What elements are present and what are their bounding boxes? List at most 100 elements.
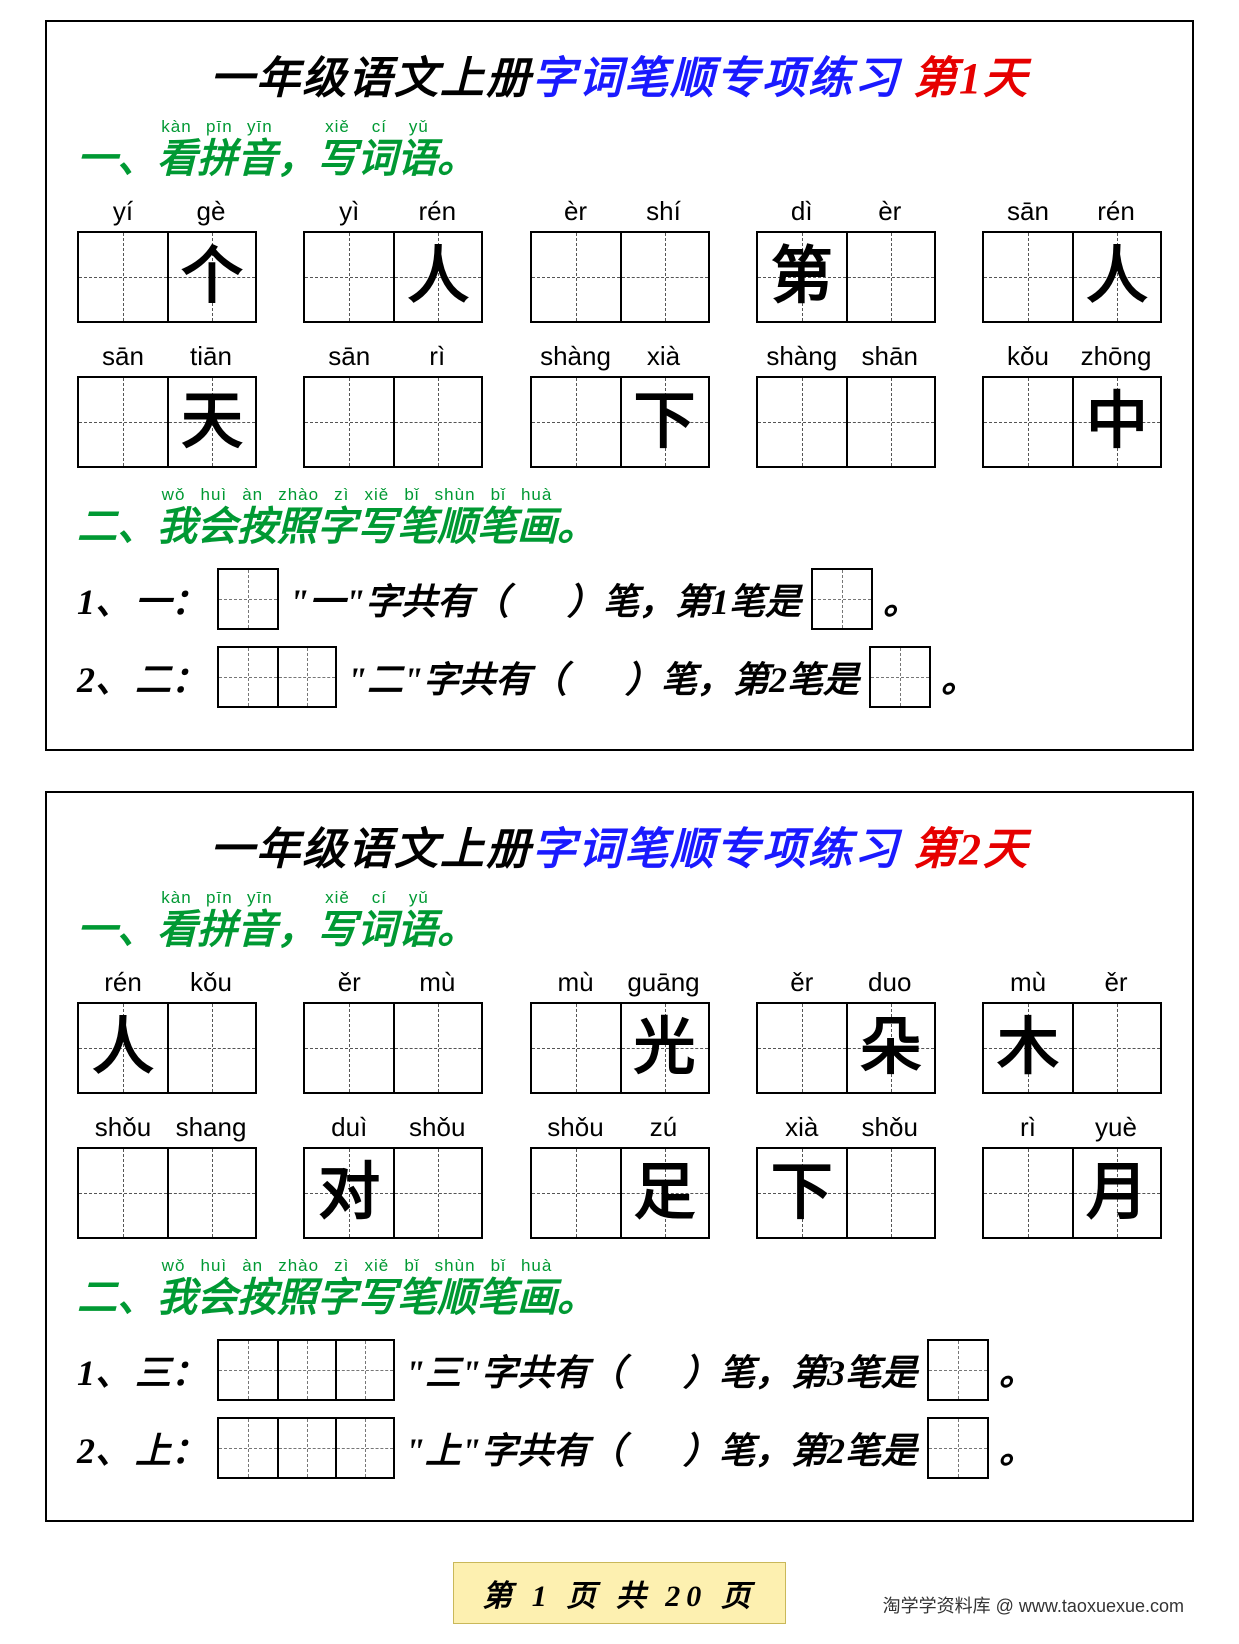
word-block: dìèr第 — [756, 196, 936, 323]
char-box: 光 — [620, 1004, 708, 1092]
char-box — [620, 233, 708, 321]
pinyin-row: dìèr — [758, 196, 934, 227]
pinyin-cell: shǒu — [846, 1112, 934, 1143]
pinyin-row: shǒuzú — [532, 1112, 708, 1143]
pinyin-cell: sān — [984, 196, 1072, 227]
char-box: 人 — [1072, 233, 1160, 321]
char-box: 下 — [620, 378, 708, 466]
char-boxes — [303, 1002, 483, 1094]
question-end: 。 — [999, 1344, 1035, 1396]
mini-char-box — [929, 1341, 987, 1399]
stroke-question: 2、上："上"字共有（）笔，第2笔是。 — [77, 1417, 1162, 1479]
mini-char-boxes — [217, 1339, 395, 1401]
pinyin-row: ěrduo — [758, 967, 934, 998]
mini-char-boxes — [217, 646, 337, 708]
word-block: mùguāng光 — [530, 967, 710, 1094]
pinyin-row: xiàshǒu — [758, 1112, 934, 1143]
char-box: 朵 — [846, 1004, 934, 1092]
title-red: 第2天 — [913, 825, 1029, 874]
title-black: 一年级语文上册 — [210, 825, 532, 874]
mini-char-box — [813, 570, 871, 628]
pinyin-row: rénkǒu — [79, 967, 255, 998]
pinyin-cell: shǒu — [79, 1112, 167, 1143]
pinyin-cell: ěr — [758, 967, 846, 998]
word-row: rénkǒu人ěrmùmùguāng光ěrduo朵mùěr木 — [77, 967, 1162, 1094]
section-2-header: 二、我会按照字写笔顺笔画wǒ huì àn zhào zì xiě bǐ shù… — [77, 486, 1162, 552]
char-box: 中 — [1072, 378, 1160, 466]
pinyin-cell: rén — [79, 967, 167, 998]
pinyin-row: sāntiān — [79, 341, 255, 372]
question-char: 三： — [135, 1344, 207, 1396]
question-text-a: "上"字共有（ — [405, 1422, 625, 1474]
char-box — [393, 1149, 481, 1237]
title-blue: 字词笔顺专项练习 — [532, 825, 900, 874]
question-end: 。 — [941, 651, 977, 703]
char-box: 下 — [758, 1149, 846, 1237]
char-glyph: 对 — [318, 1162, 380, 1224]
mini-char-boxes — [217, 568, 279, 630]
panel-title: 一年级语文上册字词笔顺专项练习 第1天 — [77, 42, 1162, 106]
mini-char-box — [871, 648, 929, 706]
char-box — [79, 1149, 167, 1237]
question-text-b: ）笔，第3笔是 — [683, 1344, 917, 1396]
mini-char-box — [219, 648, 277, 706]
char-glyph: 光 — [633, 1017, 695, 1079]
title-blue: 字词笔顺专项练习 — [532, 54, 900, 103]
mini-char-box — [929, 1419, 987, 1477]
ruby-section2: 我会按照字写笔顺笔画wǒ huì àn zhào zì xiě bǐ shùn … — [157, 504, 557, 549]
pinyin-cell: zú — [620, 1112, 708, 1143]
char-boxes: 朵 — [756, 1002, 936, 1094]
char-boxes: 下 — [530, 376, 710, 468]
stroke-question: 1、三："三"字共有（）笔，第3笔是。 — [77, 1339, 1162, 1401]
pinyin-cell: kǒu — [984, 341, 1072, 372]
char-box: 对 — [305, 1149, 393, 1237]
pinyin-cell: xià — [620, 341, 708, 372]
pinyin-row: sānrén — [984, 196, 1160, 227]
char-glyph: 下 — [633, 391, 695, 453]
worksheet-root: 一年级语文上册字词笔顺专项练习 第1天一、看拼音kàn pīn yīn，写词语x… — [45, 20, 1194, 1624]
pinyin-row: kǒuzhōng — [984, 341, 1160, 372]
word-row: sāntiān天sānrìshàngxià下shàngshānkǒuzhōng中 — [77, 341, 1162, 468]
pinyin-row: yígè — [79, 196, 255, 227]
char-glyph: 人 — [92, 1017, 154, 1079]
pinyin-cell: shǒu — [393, 1112, 481, 1143]
pinyin-cell: rì — [393, 341, 481, 372]
pinyin-cell: yuè — [1072, 1112, 1160, 1143]
mini-char-boxes — [811, 568, 873, 630]
char-boxes: 木 — [982, 1002, 1162, 1094]
char-boxes: 对 — [303, 1147, 483, 1239]
char-box — [79, 233, 167, 321]
char-box — [393, 378, 481, 466]
word-block: duìshǒu对 — [303, 1112, 483, 1239]
mini-char-box — [219, 1341, 277, 1399]
pinyin-cell: shān — [846, 341, 934, 372]
pinyin-cell: sān — [79, 341, 167, 372]
mini-char-boxes — [927, 1339, 989, 1401]
char-box: 木 — [984, 1004, 1072, 1092]
char-box: 人 — [393, 233, 481, 321]
pinyin-cell: ěr — [305, 967, 393, 998]
question-number: 1、 — [77, 573, 131, 625]
ruby-part1: 看拼音kàn pīn yīn — [157, 907, 277, 952]
char-boxes — [530, 231, 710, 323]
pinyin-cell: mù — [532, 967, 620, 998]
char-box — [305, 1004, 393, 1092]
pinyin-cell: tiān — [167, 341, 255, 372]
word-block: ěrduo 朵 — [756, 967, 936, 1094]
question-text-b: ）笔，第1笔是 — [567, 573, 801, 625]
section-2-header: 二、我会按照字写笔顺笔画wǒ huì àn zhào zì xiě bǐ shù… — [77, 1257, 1162, 1323]
char-box — [532, 1004, 620, 1092]
char-glyph: 足 — [633, 1162, 695, 1224]
char-glyph: 人 — [407, 246, 469, 308]
char-box — [846, 1149, 934, 1237]
mini-char-box — [219, 570, 277, 628]
char-boxes: 光 — [530, 1002, 710, 1094]
pinyin-row: shǒushang — [79, 1112, 255, 1143]
ruby-part2: 写词语xiě cí yǔ — [317, 136, 437, 181]
char-glyph: 中 — [1086, 391, 1148, 453]
char-boxes: 足 — [530, 1147, 710, 1239]
char-box — [532, 378, 620, 466]
pinyin-cell: sān — [305, 341, 393, 372]
word-row: shǒushangduìshǒu对shǒuzú足xiàshǒu下rìyuè月 — [77, 1112, 1162, 1239]
char-box: 个 — [167, 233, 255, 321]
